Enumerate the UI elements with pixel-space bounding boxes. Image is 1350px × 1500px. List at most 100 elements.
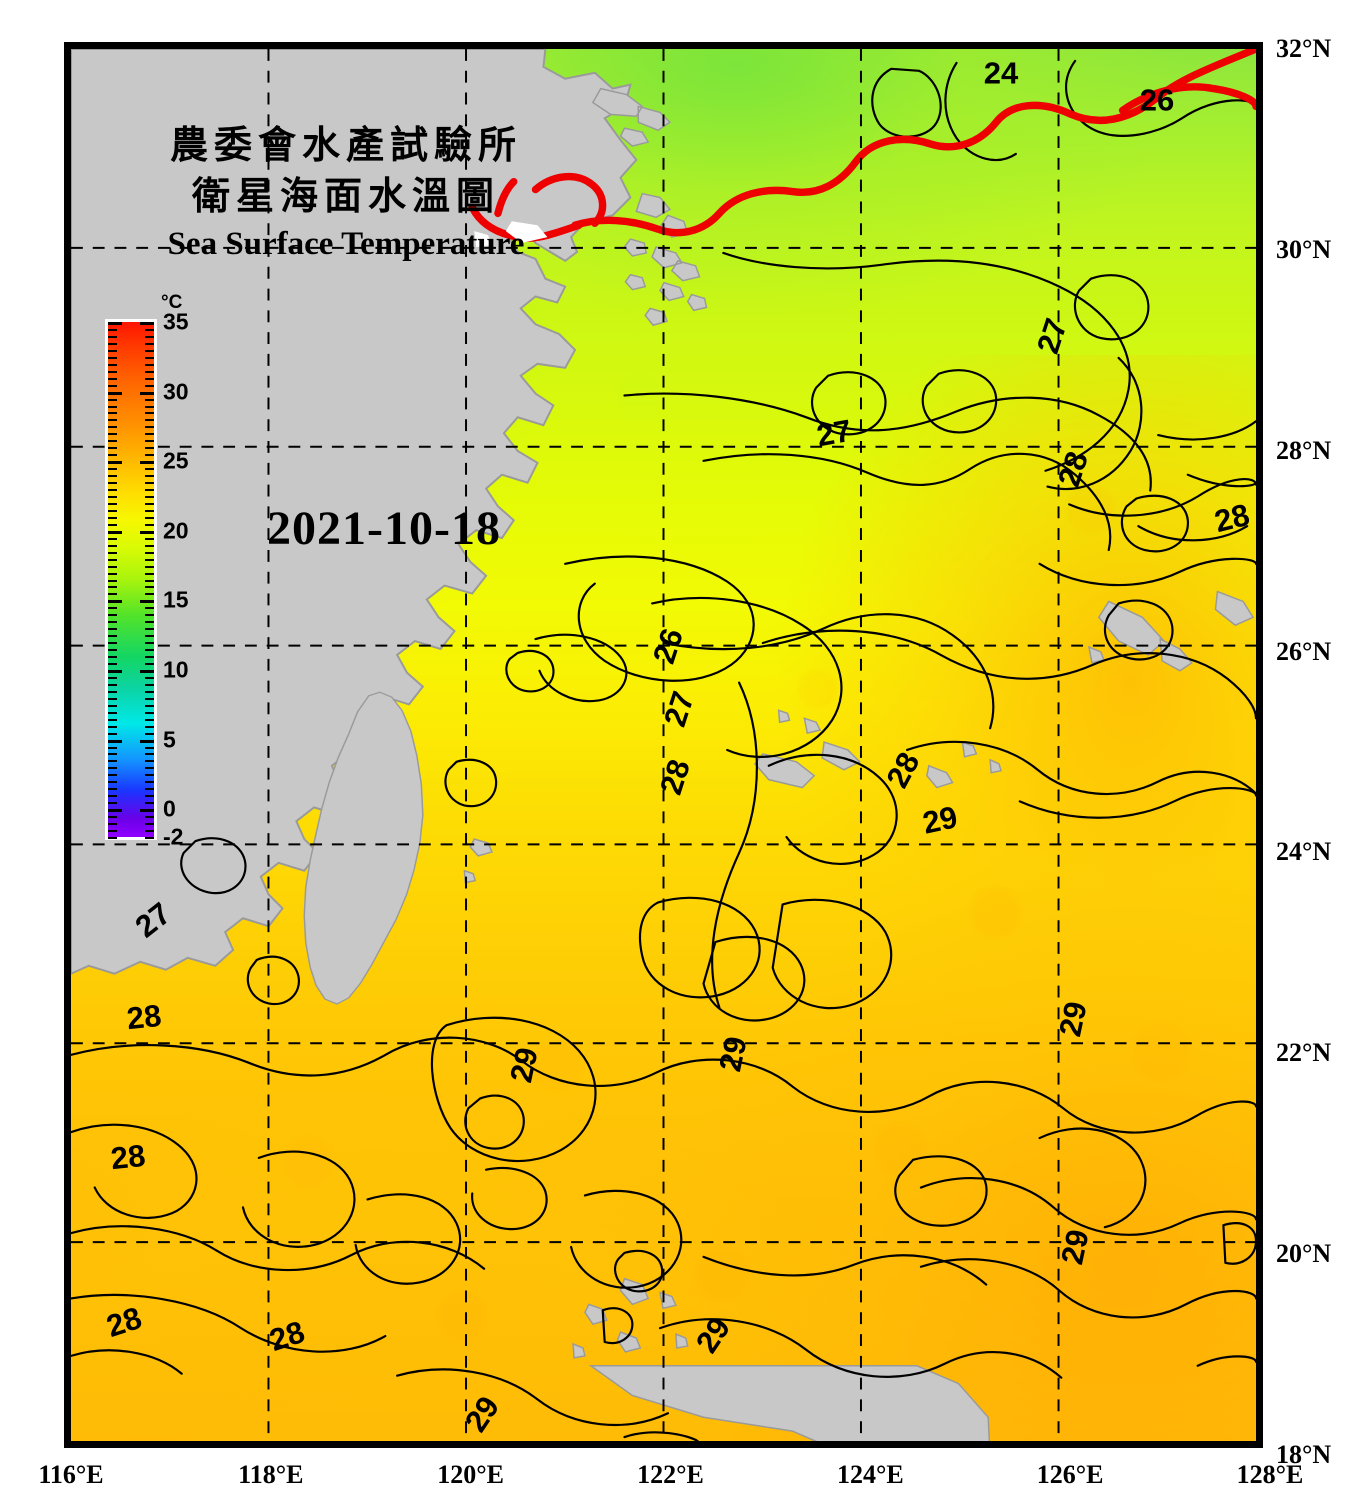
colorbar-tick <box>108 377 117 380</box>
colorbar-tick <box>145 335 154 338</box>
colorbar-tick <box>108 795 117 798</box>
colorbar-tick <box>108 725 117 728</box>
colorbar-tick <box>108 704 117 707</box>
colorbar-tick-label: 20 <box>163 517 189 544</box>
longitude-tick-label: 122°E <box>637 1460 704 1489</box>
colorbar-tick <box>108 607 117 610</box>
colorbar-tick <box>145 586 154 589</box>
colorbar-tick <box>140 809 154 813</box>
colorbar-tick-label: 5 <box>163 726 176 753</box>
colorbar-tick <box>145 405 154 408</box>
colorbar-tick <box>108 683 117 686</box>
colorbar-tick <box>140 739 154 743</box>
colorbar-tick <box>145 781 154 784</box>
colorbar-tick <box>145 725 154 728</box>
colorbar-tick <box>108 830 117 833</box>
colorbar-tick <box>108 530 122 534</box>
colorbar-tick <box>145 328 154 331</box>
colorbar-tick <box>145 412 154 415</box>
colorbar-tick-label: 25 <box>163 447 189 474</box>
land-ryukyu-chain <box>926 590 1255 789</box>
map-frame[interactable]: 24 26 27 27 28 28 26 27 28 28 29 27 28 29 29 29 28 29 28 28… <box>64 42 1263 1448</box>
colorbar-tick <box>145 558 154 561</box>
colorbar-tick <box>140 669 154 673</box>
colorbar-tick <box>108 335 117 338</box>
colorbar-tick <box>145 572 154 575</box>
colorbar-tick <box>108 489 117 492</box>
colorbar-tick <box>145 419 154 422</box>
land-yaeyama-islands <box>753 709 861 789</box>
colorbar-tick <box>145 356 154 359</box>
colorbar-tick <box>145 468 154 471</box>
longitude-tick-label: 120°E <box>437 1460 505 1489</box>
colorbar-tick <box>145 663 154 665</box>
colorbar-tick <box>108 475 117 478</box>
contour-label: 24 <box>983 55 1019 91</box>
colorbar-tick <box>145 732 154 735</box>
contour-label: 29 <box>1052 998 1094 1040</box>
colorbar-tick <box>145 363 154 366</box>
colorbar-tick <box>145 482 154 485</box>
colorbar-gradient-icon <box>108 322 154 839</box>
latitude-tick-label: 20°N <box>1276 1239 1332 1269</box>
colorbar-tick <box>140 391 154 395</box>
colorbar-tick <box>145 704 154 707</box>
colorbar-tick <box>108 760 117 763</box>
colorbar-tick <box>108 516 117 519</box>
colorbar-tick <box>108 802 117 805</box>
colorbar-tick <box>145 502 154 505</box>
land-luzon-batanes <box>572 1277 991 1441</box>
colorbar-tick <box>108 468 117 471</box>
colorbar-tick <box>145 642 154 645</box>
colorbar-tick <box>108 788 117 791</box>
longitude-tick-label: 128°E <box>1236 1460 1304 1489</box>
colorbar-frame <box>105 319 157 840</box>
colorbar-tick <box>108 349 117 352</box>
colorbar-tick <box>108 482 117 485</box>
colorbar-tick <box>108 454 117 457</box>
colorbar-tick <box>145 433 154 436</box>
colorbar-tick <box>145 774 154 777</box>
colorbar-tick <box>108 676 117 679</box>
colorbar-tick <box>108 426 117 429</box>
colorbar-tick <box>145 551 154 554</box>
colorbar-tick <box>145 760 154 763</box>
colorbar-tick <box>108 356 117 359</box>
colorbar-tick <box>108 746 117 749</box>
colorbar-tick <box>145 795 154 798</box>
geography-layer <box>71 49 1256 1441</box>
colorbar-tick <box>108 572 117 575</box>
land-coastal-islets-1 <box>623 192 708 327</box>
colorbar-tick <box>108 586 117 589</box>
contour-label: 29 <box>503 1044 545 1086</box>
colorbar-tick <box>145 635 154 638</box>
land-taiwan <box>303 691 424 1005</box>
colorbar-tick <box>108 774 117 777</box>
nodata-slivers <box>474 221 548 248</box>
colorbar-tick <box>145 753 154 756</box>
latitude-tick-label: 28°N <box>1276 435 1332 465</box>
contour-label: 26 <box>1139 82 1175 118</box>
colorbar-tick-label: 15 <box>163 586 189 613</box>
map-canvas[interactable]: 24 26 27 27 28 28 26 27 28 28 29 27 28 29 29 29 28 29 28 28… <box>71 49 1256 1441</box>
contour-label: 28 <box>1211 496 1253 540</box>
colorbar-tick <box>140 322 154 325</box>
colorbar-tick <box>145 440 154 443</box>
colorbar-tick-label: 30 <box>163 378 189 405</box>
colorbar-tick <box>108 767 117 770</box>
colorbar-tick <box>145 544 154 547</box>
land-polygons <box>71 49 708 975</box>
colorbar-tick <box>108 537 117 540</box>
latitude-tick-label: 26°N <box>1276 636 1332 666</box>
colorbar-tick <box>145 516 154 519</box>
colorbar-tick <box>145 697 154 700</box>
contour-label: 28 <box>125 997 163 1037</box>
colorbar-tick <box>108 656 117 659</box>
observation-date: 2021-10-18 <box>267 502 501 555</box>
colorbar-tick <box>108 579 117 582</box>
colorbar-tick <box>108 697 117 700</box>
colorbar-tick <box>108 642 117 645</box>
colorbar-tick <box>108 614 117 617</box>
colorbar-tick <box>108 690 117 693</box>
land-penghu-islands <box>463 838 494 884</box>
